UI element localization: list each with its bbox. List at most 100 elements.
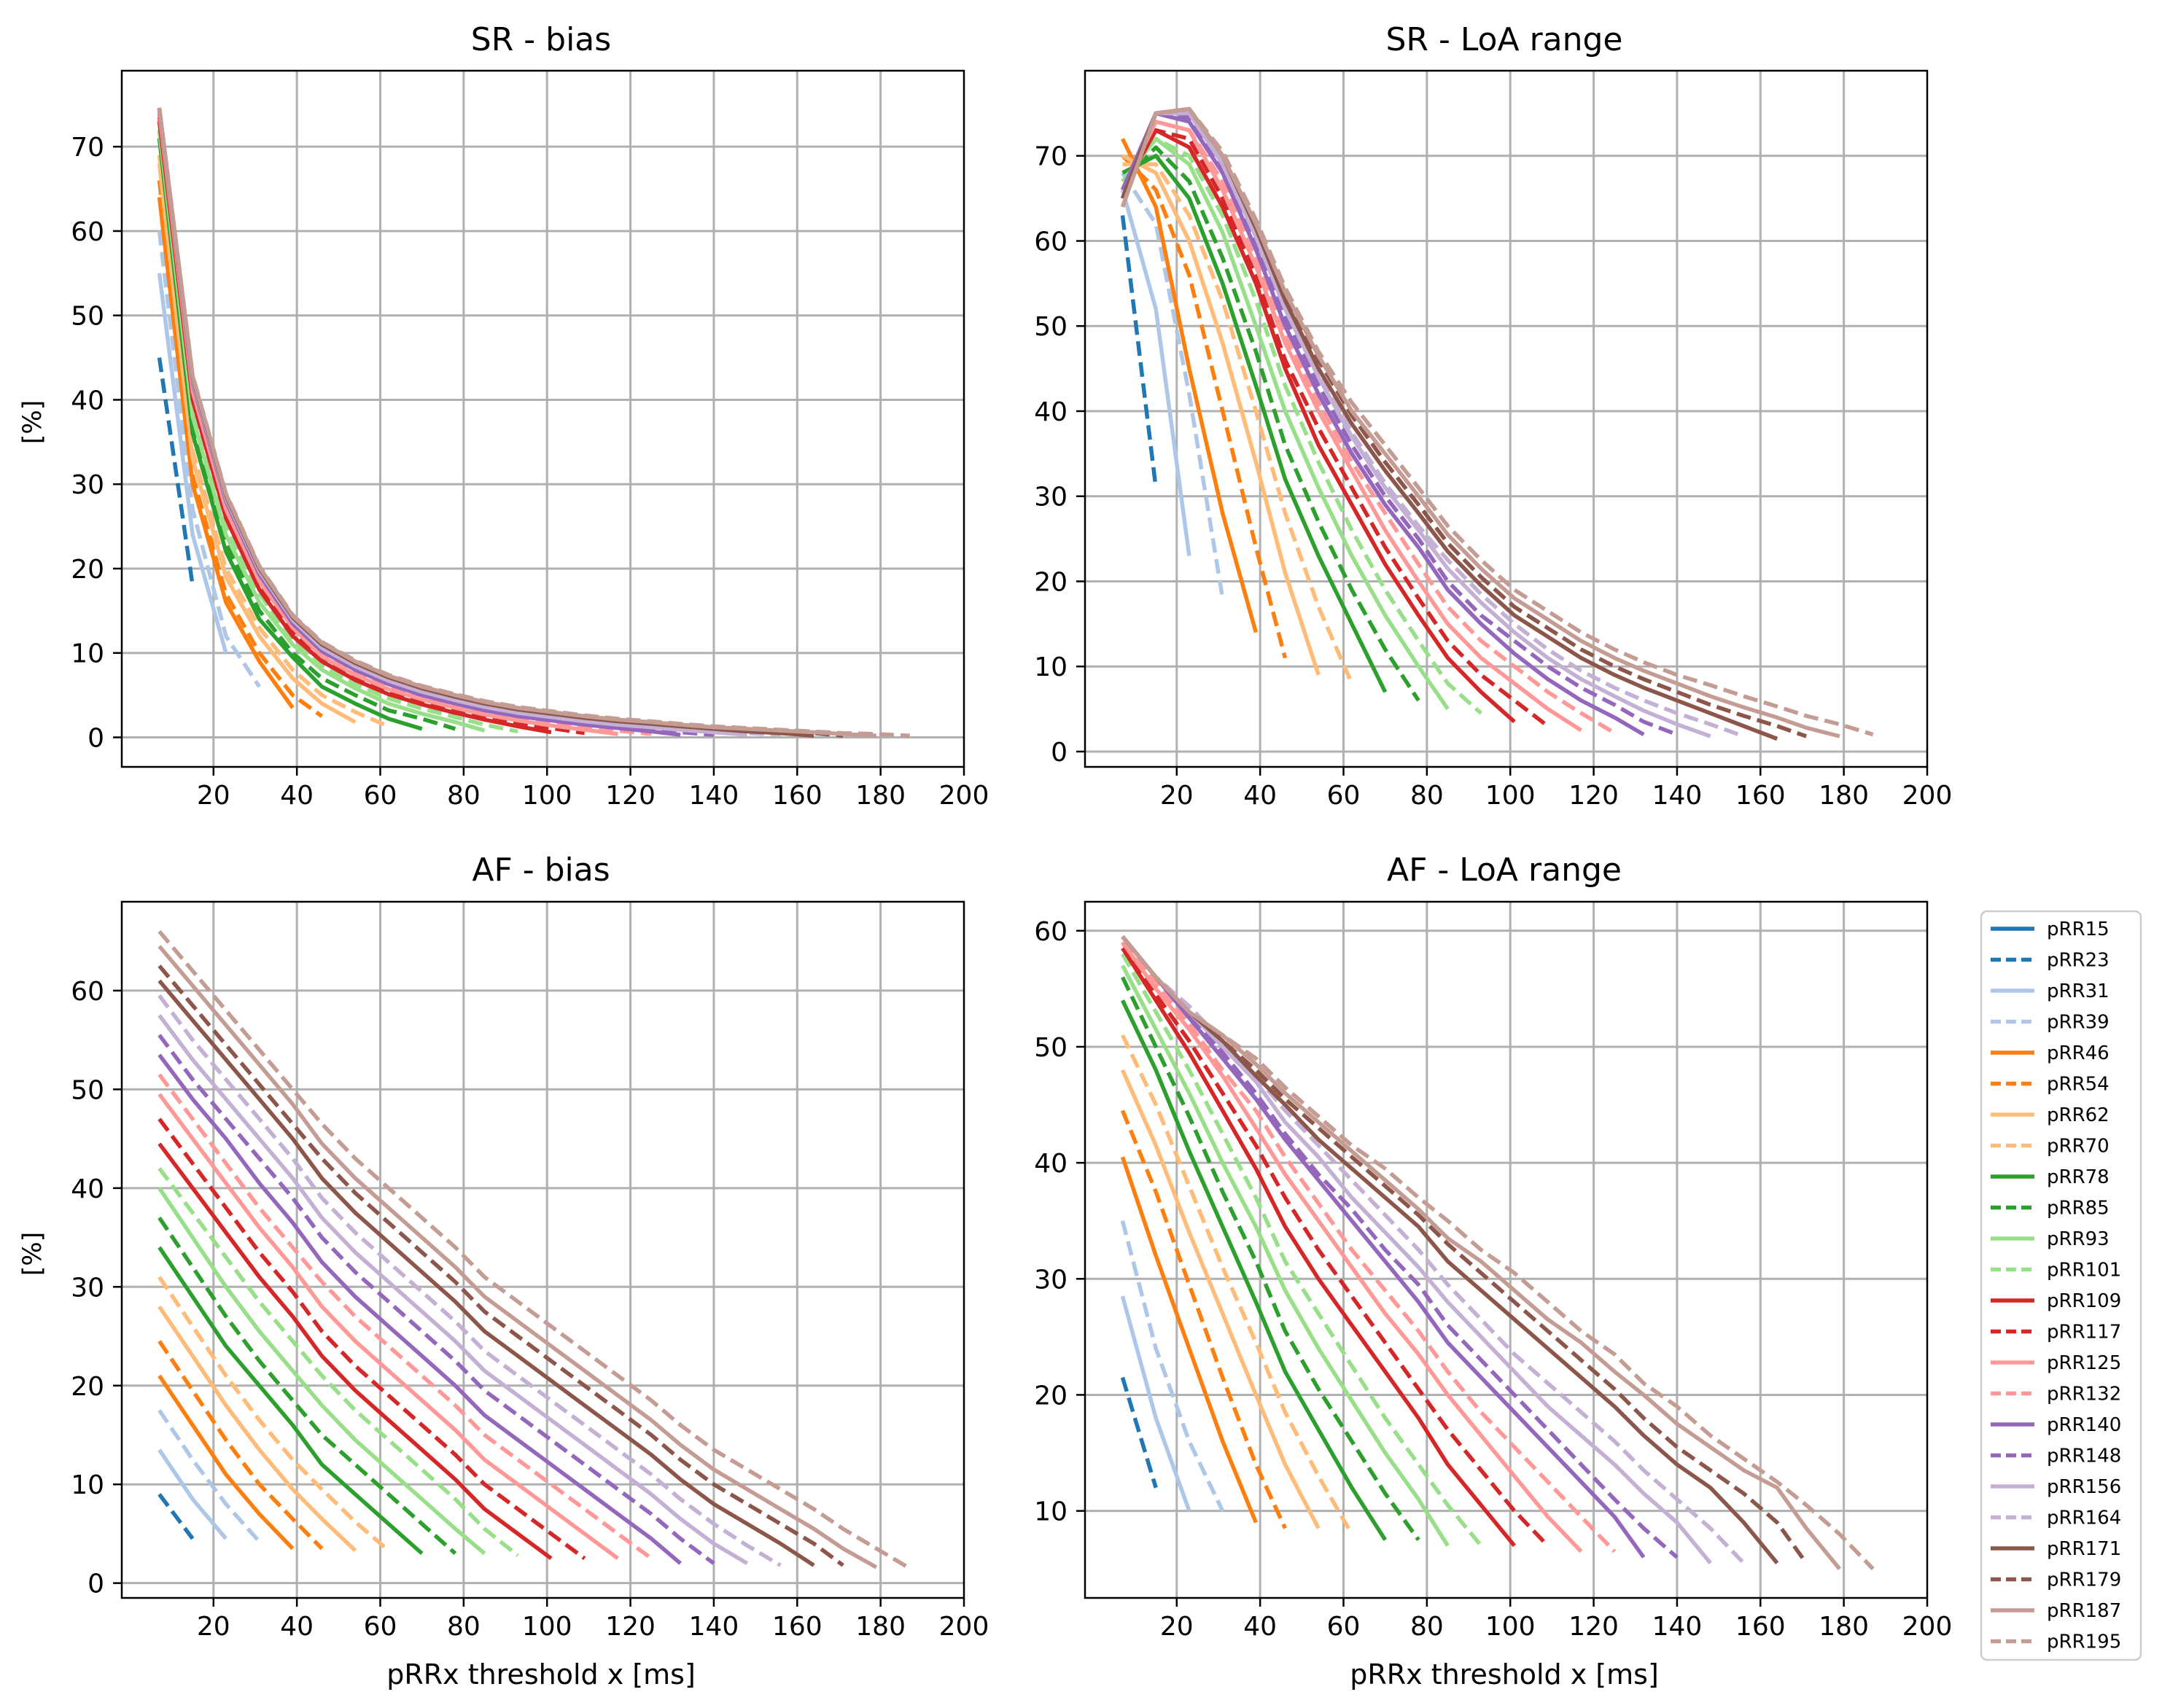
legend-item-pRR164: pRR164 [1991, 1508, 2121, 1529]
legend-label: pRR140 [2047, 1414, 2121, 1436]
x-tick-label: 160 [772, 1612, 823, 1642]
x-tick-label: 160 [1735, 781, 1786, 811]
legend-label: pRR117 [2047, 1322, 2121, 1344]
x-axis-label: pRRx threshold x [ms] [386, 1658, 696, 1691]
series-line-pRR54 [157, 180, 324, 718]
legend-label: pRR148 [2047, 1446, 2121, 1467]
series-line-pRR195 [158, 929, 911, 1570]
y-tick-label: 10 [71, 1470, 104, 1500]
legend-label: pRR171 [2047, 1538, 2121, 1560]
x-tick-label: 80 [1410, 1612, 1444, 1642]
series-line-pRR156 [1121, 935, 1712, 1565]
series-line-pRR78 [157, 138, 423, 731]
x-tick-label: 60 [364, 1612, 397, 1642]
series-line-pRR164 [158, 994, 782, 1567]
series-line-pRR70 [157, 155, 389, 728]
series-line-pRR140 [1121, 935, 1646, 1559]
legend-label: pRR54 [2047, 1074, 2109, 1096]
x-tick-label: 20 [197, 1612, 230, 1642]
panel-title: AF - LoA range [1387, 851, 1622, 889]
series-line-pRR78 [158, 1246, 424, 1556]
y-tick-label: 10 [1034, 1497, 1068, 1527]
axes-frame [120, 69, 965, 768]
series-line-pRR39 [157, 230, 261, 688]
series-line-pRR70 [158, 1276, 390, 1553]
legend-label: pRR195 [2047, 1631, 2121, 1653]
y-tick-label: 60 [1034, 917, 1068, 947]
series-line-pRR93 [1121, 136, 1450, 711]
x-tick-label: 40 [280, 1612, 314, 1642]
legend-item-pRR140: pRR140 [1991, 1414, 2121, 1436]
x-tick-label: 20 [1160, 781, 1194, 811]
x-tick-label: 200 [1902, 781, 1953, 811]
legend-item-pRR109: pRR109 [1991, 1290, 2121, 1312]
x-tick-label: 120 [605, 781, 656, 811]
legend-item-pRR85: pRR85 [1991, 1198, 2109, 1220]
y-tick-label: 50 [71, 1075, 104, 1105]
series-line-pRR78 [1121, 153, 1388, 693]
series-line-pRR93 [158, 1187, 486, 1556]
y-tick-label: 50 [1034, 1033, 1068, 1063]
series-line-pRR78 [1121, 999, 1388, 1541]
x-tick-label: 180 [855, 1612, 906, 1642]
x-tick-label: 160 [1735, 1612, 1786, 1642]
legend-item-pRR132: pRR132 [1991, 1384, 2121, 1405]
y-tick-label: 20 [1034, 567, 1068, 597]
x-tick-label: 60 [1327, 1612, 1361, 1642]
y-tick-label: 30 [1034, 1265, 1068, 1295]
series-line-pRR195 [1121, 935, 1875, 1571]
x-tick-label: 100 [522, 781, 572, 811]
panel-title: AF - bias [472, 851, 610, 889]
x-axis-label: pRRx threshold x [ms] [1350, 1658, 1659, 1691]
series-line-pRR93 [157, 129, 486, 733]
legend-item-pRR15: pRR15 [1991, 919, 2109, 940]
x-tick-label: 40 [1243, 781, 1277, 811]
series-line-pRR62 [158, 1305, 357, 1552]
axes-frame [1084, 900, 1929, 1599]
x-tick-label: 160 [772, 781, 823, 811]
x-tick-label: 200 [939, 781, 989, 811]
legend-item-pRR148: pRR148 [1991, 1446, 2121, 1467]
legend: pRR15 pRR23 pRR31 pRR39 pRR46 pRR54 pRR62 pRR70… [1980, 910, 2142, 1661]
series-line-pRR70 [1121, 1034, 1354, 1535]
y-tick-label: 0 [1051, 738, 1068, 768]
panel-title: SR - LoA range [1385, 21, 1622, 58]
series-line-pRR132 [158, 1073, 653, 1561]
panel-af-loa-range-plot: 20 40 60 80 100 120 140 160 180 200 10 20 30 40 50 60 [1034, 900, 1952, 1642]
panel-af-bias-plot: 20 40 60 80 100 120 140 160 180 200 0 10 20 30 40 50 60 [71, 900, 989, 1642]
series-line-pRR31 [158, 1448, 228, 1540]
series-line-pRR195 [157, 107, 910, 738]
series-line-pRR148 [1121, 935, 1679, 1559]
series-line-pRR46 [1121, 138, 1259, 633]
legend-label: pRR179 [2047, 1569, 2121, 1591]
x-tick-label: 180 [1819, 781, 1869, 811]
x-tick-label: 60 [1327, 781, 1361, 811]
legend-label: pRR101 [2047, 1260, 2121, 1282]
x-tick-label: 80 [1410, 781, 1444, 811]
legend-item-pRR23: pRR23 [1991, 950, 2109, 972]
legend-item-pRR62: pRR62 [1991, 1104, 2109, 1126]
legend-label: pRR78 [2047, 1166, 2109, 1188]
axes-frame [1084, 69, 1929, 768]
series-line-pRR85 [1121, 976, 1420, 1542]
y-tick-label: 20 [1034, 1381, 1068, 1411]
series-line-pRR62 [1120, 1069, 1321, 1529]
x-tick-label: 120 [1568, 1612, 1619, 1642]
series-line-pRR54 [1120, 1110, 1287, 1529]
series-line-pRR85 [158, 1216, 457, 1556]
legend-item-pRR187: pRR187 [1991, 1600, 2121, 1622]
series-line-pRR156 [1120, 111, 1711, 738]
y-axis-label: [%] [18, 1232, 47, 1276]
y-tick-label: 60 [71, 217, 104, 247]
series-line-pRR117 [1121, 128, 1549, 728]
legend-item-pRR31: pRR31 [1991, 980, 2109, 1002]
series-line-pRR70 [1122, 162, 1354, 685]
legend-item-pRR195: pRR195 [1991, 1631, 2121, 1653]
x-tick-label: 100 [1485, 1612, 1536, 1642]
x-tick-label: 100 [522, 1612, 572, 1642]
series-line-pRR93 [1121, 964, 1450, 1547]
series-line-pRR148 [1120, 111, 1678, 737]
y-tick-label: 60 [1034, 227, 1068, 257]
series-line-pRR148 [158, 1034, 715, 1565]
legend-label: pRR156 [2047, 1476, 2121, 1498]
